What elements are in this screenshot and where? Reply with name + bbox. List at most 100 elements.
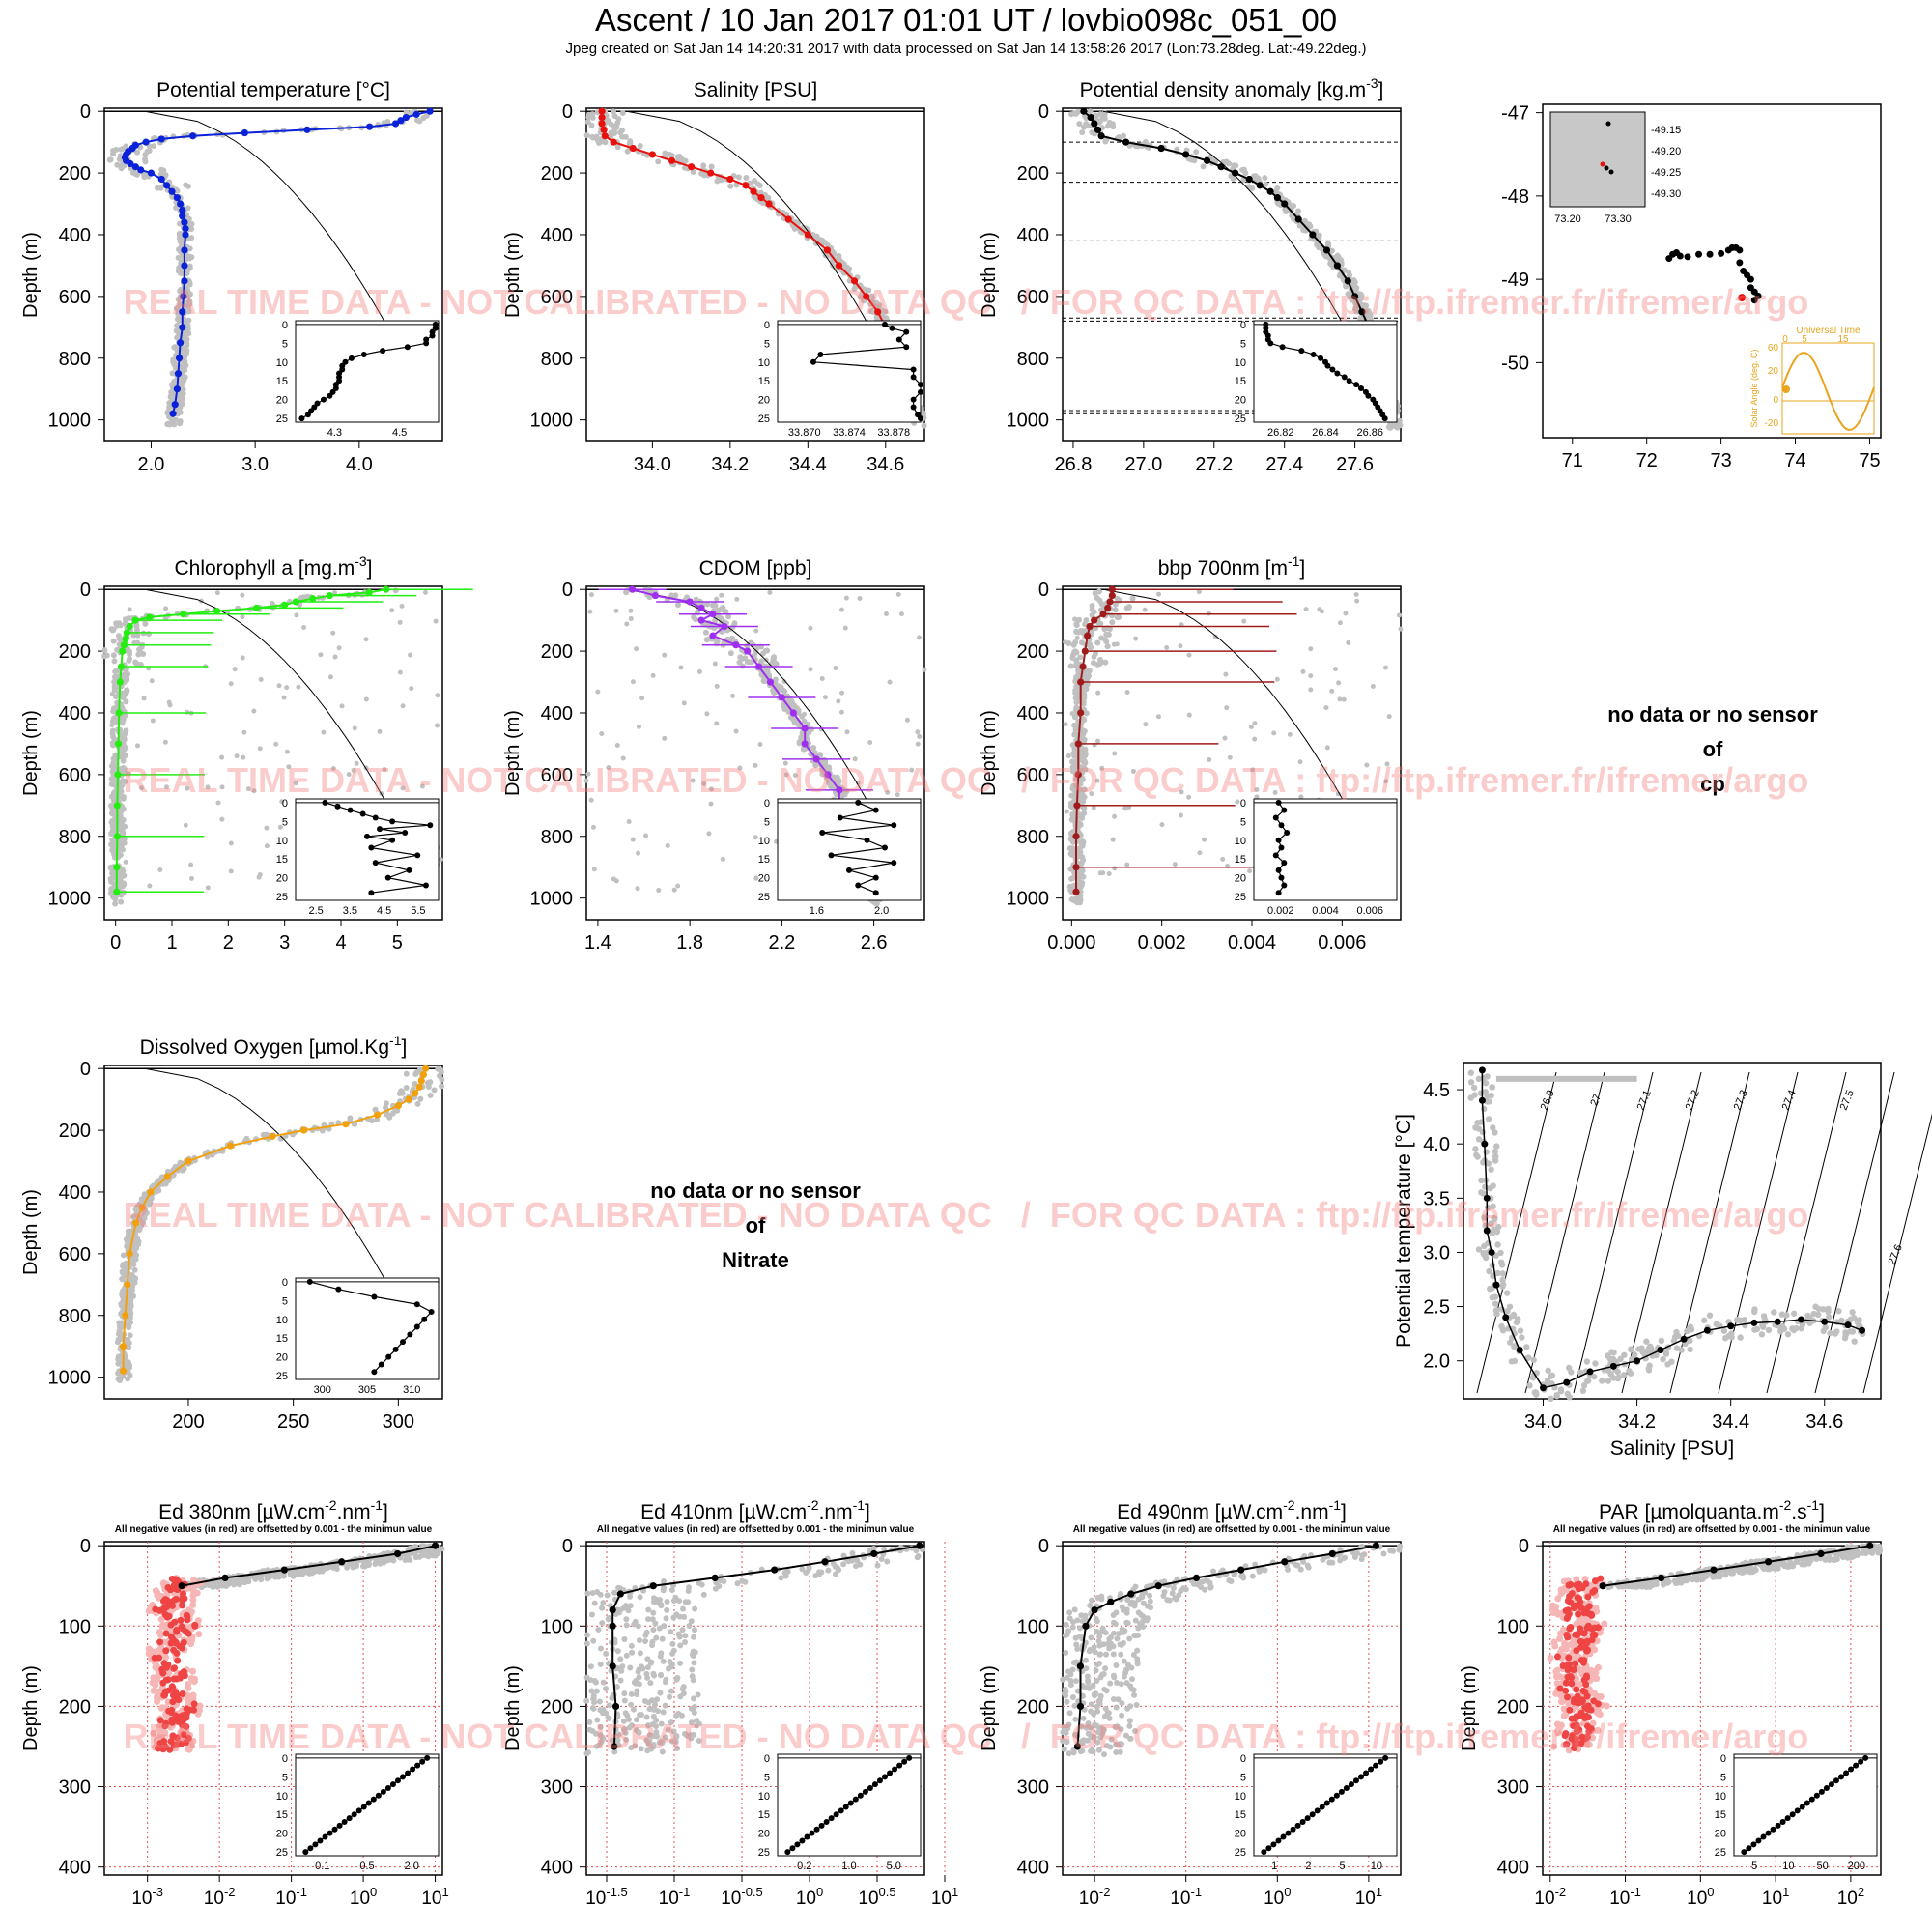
- history-point: [1202, 837, 1208, 842]
- profile-point: [784, 215, 792, 223]
- x-tick-label: 2.0: [138, 454, 165, 475]
- inset-point: [910, 396, 917, 403]
- history-point: [1098, 635, 1105, 641]
- history-point: [435, 1550, 441, 1557]
- x-tick-label: 4.0: [346, 454, 373, 475]
- profile-point: [126, 622, 133, 631]
- y-tick-label: 200: [59, 1696, 91, 1718]
- history-point: [122, 753, 128, 759]
- history-point: [1673, 1328, 1680, 1336]
- inset-x-tick-label: 300: [314, 1384, 331, 1396]
- history-point: [643, 833, 649, 838]
- history-point: [1104, 643, 1110, 649]
- history-point: [841, 791, 848, 798]
- history-point: [322, 1565, 328, 1572]
- inset-point: [1298, 348, 1305, 355]
- solar-y-tick: -20: [1765, 418, 1779, 429]
- profile-point: [177, 339, 185, 347]
- history-point: [127, 1332, 133, 1339]
- history-point: [1519, 1334, 1525, 1341]
- history-point: [399, 603, 405, 609]
- profile-point: [402, 113, 410, 122]
- history-point: [377, 728, 383, 734]
- profile-point: [1294, 215, 1302, 223]
- y-tick-label: 200: [59, 1121, 91, 1142]
- inset-point: [910, 404, 917, 411]
- history-point: [1250, 767, 1256, 773]
- history-point: [1070, 763, 1077, 770]
- inset-x-tick-label: 2.0: [874, 905, 889, 917]
- y-tick-label: 1000: [48, 889, 92, 910]
- history-point: [795, 219, 802, 226]
- history-point: [1592, 1360, 1599, 1367]
- history-point: [1722, 1335, 1729, 1342]
- profile-point: [181, 262, 188, 270]
- history-point: [702, 629, 709, 636]
- ts-profile-point: [1844, 1321, 1852, 1329]
- history-point: [174, 316, 181, 323]
- history-point: [708, 786, 714, 792]
- y-tick-label: 800: [59, 1306, 91, 1327]
- history-point: [756, 182, 763, 188]
- profile-point: [412, 110, 420, 118]
- history-point: [131, 1266, 138, 1273]
- inset-y-tick-label: 5: [282, 1295, 288, 1307]
- profile-point: [688, 163, 696, 171]
- history-point: [593, 133, 600, 140]
- history-point: [613, 608, 619, 613]
- history-point: [110, 733, 117, 740]
- history-point: [294, 612, 299, 618]
- history-point: [424, 1080, 431, 1087]
- history-point: [1072, 616, 1078, 622]
- y-tick-label: 800: [541, 349, 573, 370]
- inset-point: [322, 799, 328, 806]
- y-tick-label: 0: [562, 580, 573, 601]
- inset-point: [378, 1361, 384, 1368]
- history-point: [438, 1066, 444, 1073]
- history-point: [327, 674, 333, 680]
- history-point: [736, 659, 743, 666]
- history-point: [1252, 721, 1258, 726]
- inset-point: [1267, 340, 1274, 347]
- history-point: [675, 883, 681, 889]
- history-point: [772, 659, 779, 666]
- panel-sal: Salinity [PSU]Depth (m)02004006008001000…: [502, 79, 927, 475]
- inset-y-tick-label: 5: [1240, 816, 1246, 828]
- history-point: [427, 1093, 434, 1099]
- history-point: [704, 711, 710, 717]
- history-point: [414, 1100, 421, 1107]
- panel-oxy: Dissolved Oxygen [µmol.Kg-1]Depth (m)020…: [20, 1033, 445, 1433]
- history-point: [112, 146, 119, 153]
- history-point: [175, 254, 182, 261]
- inset-point: [371, 1293, 378, 1300]
- y-axis-label: Depth (m): [20, 1665, 42, 1751]
- history-point: [120, 830, 127, 837]
- plot-title: bbp 700nm [m-1]: [1158, 554, 1306, 580]
- ts-profile-point: [1657, 1346, 1664, 1353]
- history-point: [351, 767, 356, 773]
- inset-y-tick-label: 20: [758, 873, 770, 885]
- track-point: [1684, 253, 1691, 261]
- history-point: [118, 809, 125, 815]
- x-tick-label: 34.6: [867, 454, 904, 475]
- history-point: [1063, 639, 1068, 645]
- inset-x-tick-label: 310: [403, 1384, 420, 1396]
- inset-point: [334, 803, 341, 810]
- history-point: [1491, 1214, 1497, 1222]
- profile-point: [1091, 120, 1098, 128]
- history-point: [1110, 837, 1116, 842]
- inset-y-tick-label: 0: [764, 798, 770, 810]
- latitude-tick-label: -49: [1501, 270, 1529, 291]
- history-point: [134, 171, 141, 178]
- current-position: [1738, 294, 1747, 302]
- y-tick-label: 800: [541, 827, 573, 848]
- inset-x-tick-label: 0.002: [1267, 905, 1294, 917]
- history-point: [127, 655, 133, 662]
- history-point: [1568, 1369, 1575, 1376]
- profile-point: [651, 591, 660, 600]
- history-point: [1673, 1345, 1681, 1351]
- history-point: [330, 630, 336, 636]
- history-point: [1790, 1310, 1798, 1317]
